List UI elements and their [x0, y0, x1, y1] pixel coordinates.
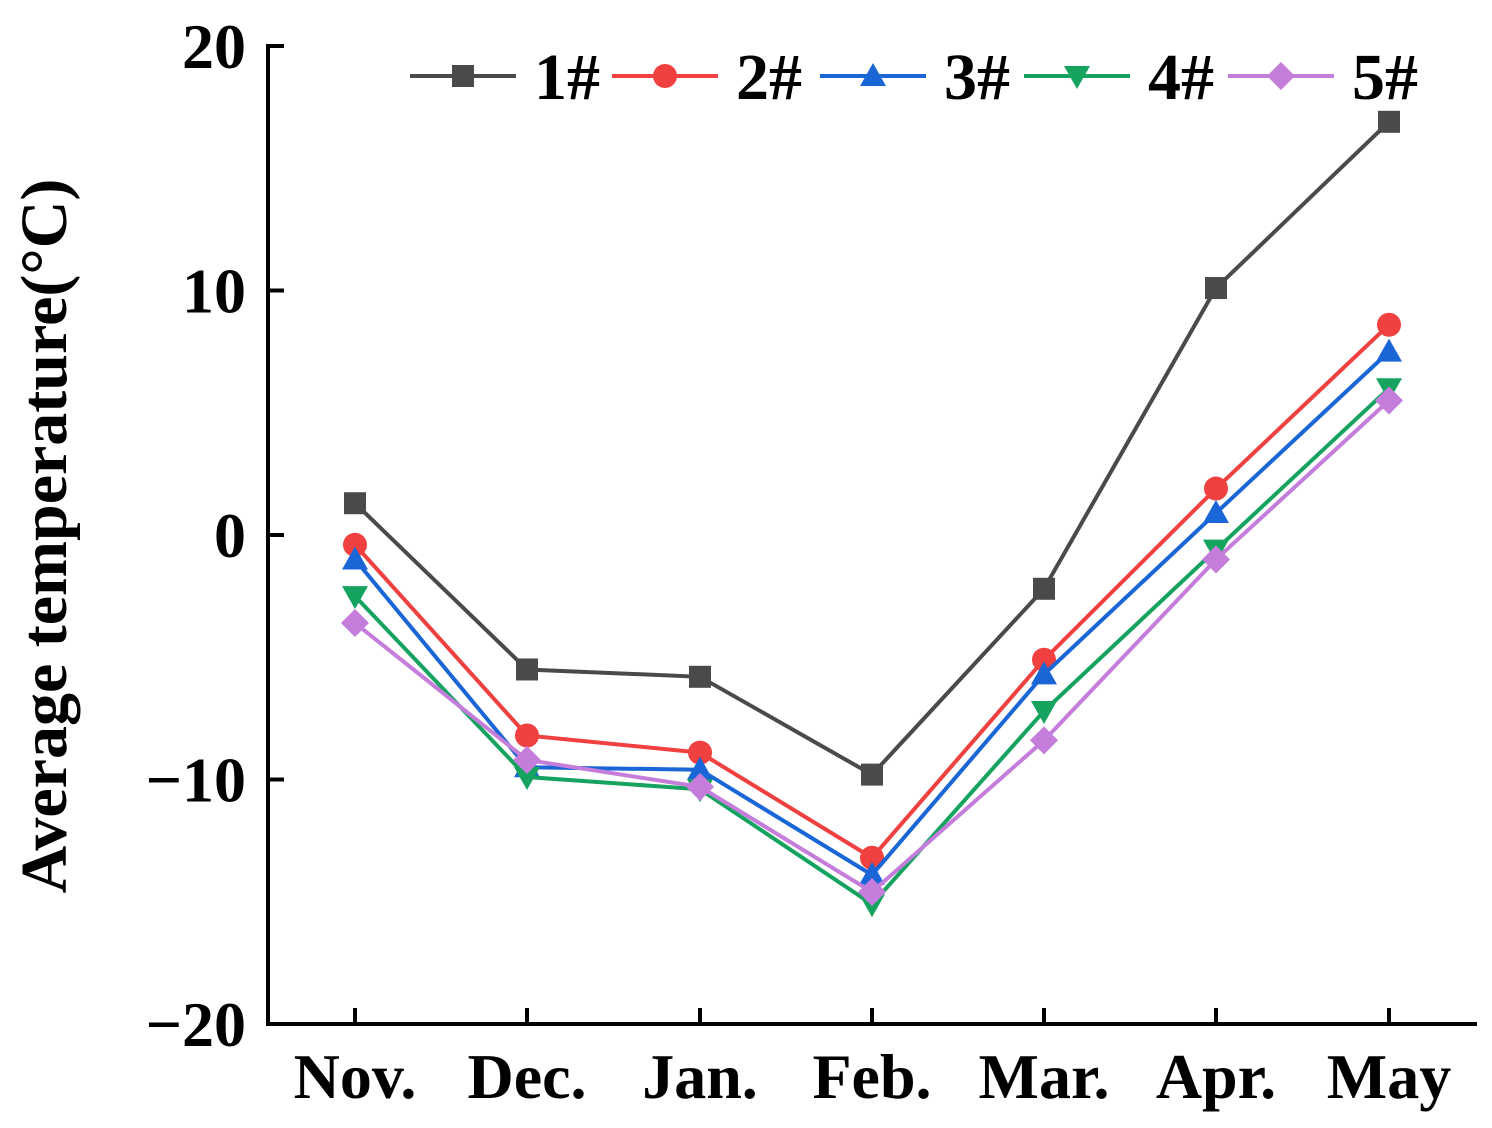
legend-marker	[860, 63, 886, 86]
data-point	[1031, 701, 1057, 725]
data-point	[1033, 577, 1055, 600]
legend-item-4: 4#	[1024, 41, 1214, 114]
series-line	[353, 120, 1391, 778]
data-point	[513, 745, 541, 774]
y-ticks: 20 10 0 −10 −20	[146, 11, 284, 1060]
data-point	[858, 877, 886, 906]
legend-label: 5#	[1352, 41, 1418, 114]
legend-item-3: 3#	[820, 41, 1010, 114]
data-point	[1032, 647, 1056, 672]
data-point	[1205, 277, 1227, 300]
data-point	[688, 740, 712, 765]
data-point	[1204, 476, 1228, 501]
data-point	[859, 861, 885, 885]
data-point	[689, 665, 711, 688]
data-point	[343, 532, 367, 557]
data-point	[344, 492, 366, 515]
data-point	[342, 586, 368, 610]
x-tick-label: Dec.	[467, 1041, 586, 1112]
legend-marker	[1064, 66, 1090, 89]
data-point	[341, 609, 369, 638]
data-point	[1031, 661, 1057, 685]
series-line	[353, 386, 1391, 907]
legend-marker	[452, 65, 474, 87]
legend-label: 3#	[944, 41, 1010, 114]
x-tick-label: Mar.	[979, 1041, 1110, 1112]
x-tick-label: Nov.	[294, 1041, 417, 1112]
data-point	[1202, 545, 1230, 574]
data-point	[687, 756, 713, 780]
legend-label: 2#	[736, 41, 802, 114]
y-tick-label: 0	[214, 500, 246, 571]
x-ticks: Nov. Dec. Jan. Feb. Mar. Apr. May	[294, 1008, 1451, 1112]
series-4	[342, 378, 1402, 918]
legend-label: 1#	[534, 41, 600, 114]
x-tick-label: May	[1327, 1041, 1451, 1112]
data-point	[860, 845, 884, 870]
data-point	[514, 767, 540, 791]
y-tick-label: 20	[182, 11, 246, 82]
series-3	[342, 338, 1402, 885]
y-tick-label: −10	[146, 745, 246, 816]
data-point	[516, 658, 538, 681]
x-tick-label: Apr.	[1156, 1041, 1276, 1112]
data-point	[342, 546, 368, 570]
legend-item-1: 1#	[410, 41, 600, 114]
series-line	[353, 350, 1391, 878]
y-axis-title: Average temperature(°C)	[8, 179, 81, 894]
y-tick-label: 10	[182, 256, 246, 327]
legend-label: 4#	[1148, 41, 1214, 114]
legend: 1# 2# 3# 4# 5#	[410, 41, 1418, 114]
data-point	[1378, 110, 1400, 133]
data-point	[515, 723, 539, 748]
data-point	[686, 772, 714, 801]
x-tick-label: Jan.	[642, 1041, 758, 1112]
data-point	[1375, 386, 1403, 415]
legend-marker	[1267, 62, 1295, 90]
y-tick-label: −20	[146, 989, 246, 1060]
data-point	[1030, 726, 1058, 755]
legend-marker	[653, 64, 677, 88]
data-point	[1376, 338, 1402, 362]
data-point	[861, 763, 883, 786]
series-1	[344, 110, 1400, 786]
x-tick-label: Feb.	[812, 1041, 931, 1112]
data-point	[1377, 312, 1401, 337]
data-point	[1203, 499, 1229, 523]
legend-item-5: 5#	[1228, 41, 1418, 114]
series-group	[341, 110, 1403, 918]
series-2	[343, 312, 1401, 870]
series-5	[341, 386, 1403, 906]
legend-item-2: 2#	[612, 41, 802, 114]
